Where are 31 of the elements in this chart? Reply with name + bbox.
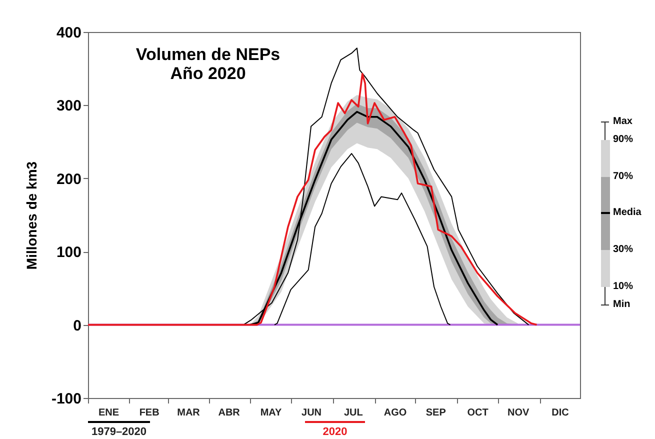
- line-series: [274, 153, 451, 326]
- x-tick-label: JUN: [302, 408, 322, 418]
- x-tick-label: DIC: [552, 408, 569, 418]
- text: 2020: [322, 426, 348, 438]
- text: 70%: [613, 171, 634, 183]
- x-tick-label: FEB: [139, 408, 160, 418]
- x-tick-label: NOV: [507, 408, 530, 418]
- y-axis-title: Millones de km3: [23, 161, 40, 270]
- text: Min: [613, 299, 630, 311]
- text: 30%: [613, 244, 634, 256]
- text: 90%: [613, 134, 634, 146]
- x-tick-label: AGO: [384, 408, 407, 418]
- text: 10%: [613, 281, 634, 293]
- text: 1979–2020: [91, 426, 147, 438]
- text: Media: [613, 207, 642, 219]
- x-tick-label: MAY: [260, 408, 282, 418]
- y-tick-label: 300: [56, 98, 82, 115]
- y-tick-label: 200: [56, 170, 82, 188]
- x-tick-label: OCT: [467, 408, 488, 418]
- text: Año 2020: [170, 64, 246, 83]
- y-tick-label: 100: [56, 244, 82, 262]
- y-tick-label: -100: [51, 390, 82, 408]
- x-tick-label: SEP: [426, 408, 446, 418]
- x-tick-label: JUL: [344, 408, 363, 418]
- text: Volumen de NEPs: [136, 45, 280, 64]
- x-tick-label: MAR: [177, 408, 201, 418]
- x-tick-label: ENE: [98, 408, 120, 418]
- text: Max: [613, 116, 632, 128]
- y-tick-label: 400: [56, 24, 82, 42]
- x-tick-label: ABR: [218, 408, 241, 418]
- y-tick-label: 0: [73, 317, 82, 334]
